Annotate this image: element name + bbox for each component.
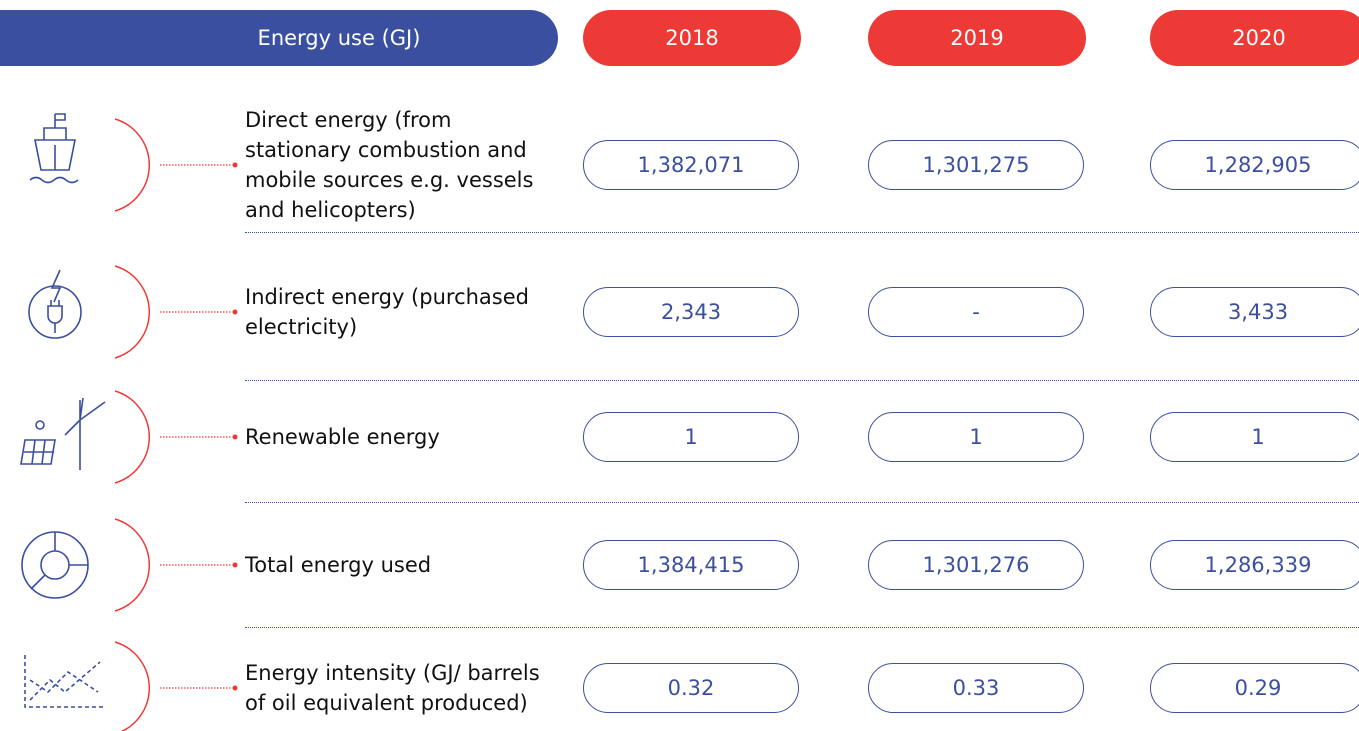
row-icon bbox=[28, 269, 82, 339]
connector-dot bbox=[232, 562, 238, 568]
value-cell: 2,343 bbox=[583, 287, 799, 337]
header-title: Energy use (GJ) bbox=[0, 10, 558, 66]
value-cell: 1 bbox=[1150, 412, 1359, 462]
value-cell: 1,286,339 bbox=[1150, 540, 1359, 590]
value-cell: 0.32 bbox=[583, 663, 799, 713]
arc bbox=[114, 641, 151, 731]
row-icon bbox=[20, 397, 106, 470]
value-cell: 1,301,275 bbox=[868, 140, 1084, 190]
connector-dot bbox=[232, 162, 238, 168]
arc bbox=[114, 118, 151, 212]
connector-dot bbox=[232, 434, 238, 440]
row-icon bbox=[21, 531, 89, 599]
value-cell: 1 bbox=[868, 412, 1084, 462]
row-icon bbox=[29, 113, 79, 184]
row-label: Indirect energy (purchased electricity) bbox=[245, 285, 529, 339]
year-header: 2019 bbox=[868, 10, 1086, 66]
row-label: Energy intensity (GJ/ barrels of oil equ… bbox=[245, 661, 540, 715]
row-label: Direct energy (from stationary combustio… bbox=[245, 108, 534, 222]
row-label: Total energy used bbox=[245, 553, 432, 577]
separator bbox=[245, 502, 1359, 503]
connector-dot bbox=[232, 685, 238, 691]
year-header: 2020 bbox=[1150, 10, 1359, 66]
row-label: Renewable energy bbox=[245, 425, 440, 449]
value-cell: 1,384,415 bbox=[583, 540, 799, 590]
year-header: 2018 bbox=[583, 10, 801, 66]
value-cell: 0.33 bbox=[868, 663, 1084, 713]
value-cell: - bbox=[868, 287, 1084, 337]
value-cell: 1,301,276 bbox=[868, 540, 1084, 590]
value-cell: 1 bbox=[583, 412, 799, 462]
arc bbox=[114, 265, 151, 359]
separator bbox=[245, 380, 1359, 381]
separator bbox=[245, 627, 1359, 628]
arc bbox=[114, 518, 151, 612]
row-icon bbox=[24, 655, 105, 708]
connector-dot bbox=[232, 309, 238, 315]
value-cell: 1,282,905 bbox=[1150, 140, 1359, 190]
value-cell: 3,433 bbox=[1150, 287, 1359, 337]
row-decorations bbox=[20, 113, 238, 731]
separator bbox=[245, 232, 1359, 233]
value-cell: 1,382,071 bbox=[583, 140, 799, 190]
arc bbox=[114, 390, 151, 484]
value-cell: 0.29 bbox=[1150, 663, 1359, 713]
